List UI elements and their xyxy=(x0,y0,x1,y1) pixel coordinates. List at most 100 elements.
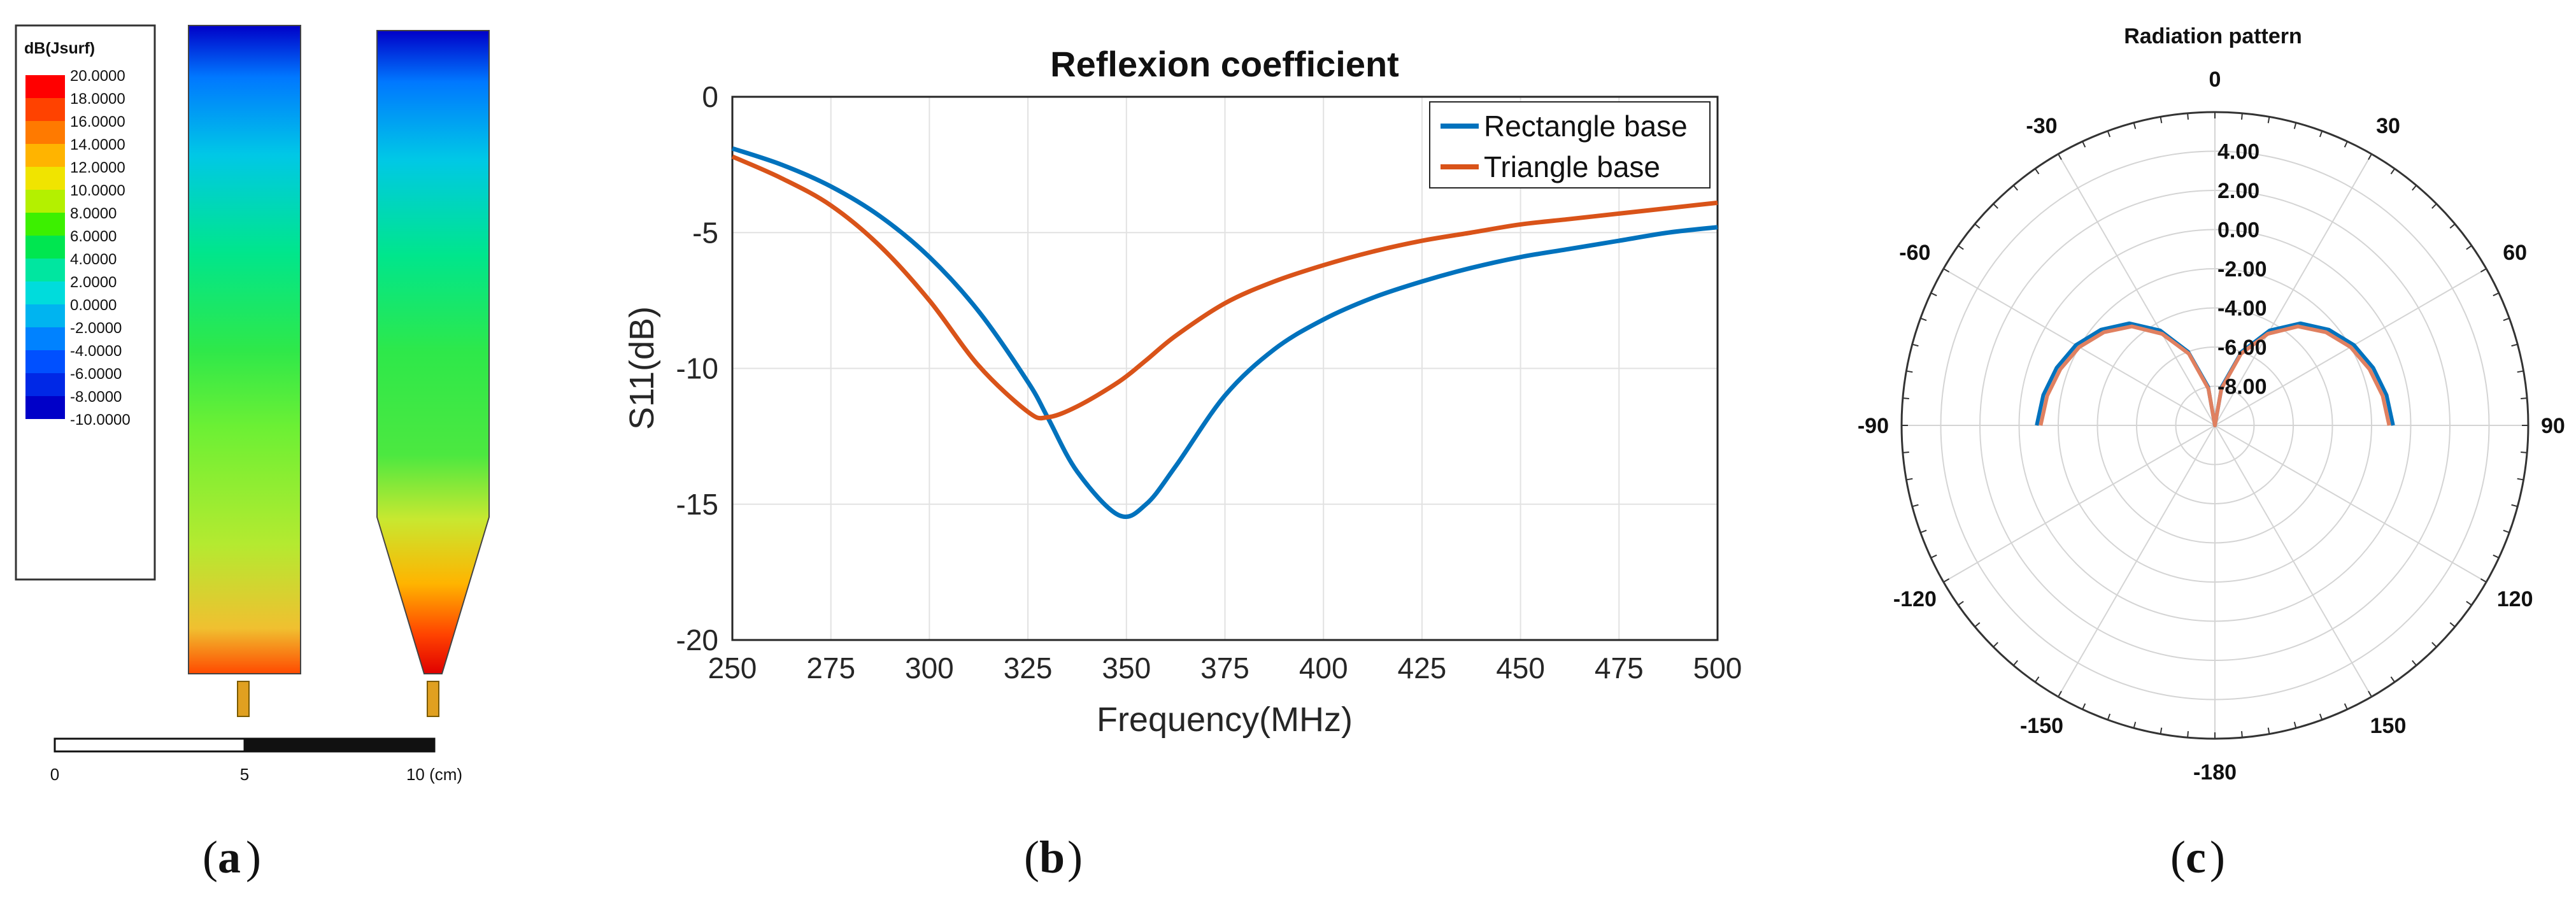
colorbar-swatch xyxy=(25,327,65,350)
polar-tick xyxy=(2058,690,2062,697)
polar-tick xyxy=(2344,141,2348,148)
y-tick-label: 0 xyxy=(702,80,718,113)
polar-tick xyxy=(2390,168,2396,174)
colorbar-swatches xyxy=(25,75,65,419)
polar-angle-label: 60 xyxy=(2503,241,2527,265)
polar-tick xyxy=(2431,203,2437,209)
polar-tick xyxy=(1920,529,1927,534)
colorbar-swatch xyxy=(25,121,65,144)
x-tick-label: 400 xyxy=(1299,651,1348,685)
polar-tick xyxy=(2107,713,2111,720)
polar-angle-label: 150 xyxy=(2370,714,2407,738)
polar-angle-label: -180 xyxy=(2193,760,2237,785)
legend-label-triangle: Triangle base xyxy=(1484,150,1660,183)
colorbar-labels: 20.0000 18.0000 16.0000 14.0000 12.0000 10.00… xyxy=(70,68,131,429)
colorbar-swatch xyxy=(25,144,65,167)
chart-b-title: Reflexion coefficient xyxy=(1050,44,1399,84)
x-tick-label: 325 xyxy=(1004,651,1053,685)
legend-label-rectangle: Rectangle base xyxy=(1484,110,1688,143)
polar-angle-label: -30 xyxy=(2026,114,2057,138)
polar-angle-label: -90 xyxy=(1858,414,1889,438)
polar-tick xyxy=(1943,578,1950,583)
colorbar-label: 16.0000 xyxy=(70,113,125,131)
polar-tick xyxy=(2503,529,2510,534)
polar-tick xyxy=(2267,117,2270,124)
colorbar-label: -6.0000 xyxy=(70,366,122,383)
legend-box xyxy=(1429,101,1711,188)
polar-tick xyxy=(2319,713,2323,720)
chart-b-legend: Rectangle base Triangle base xyxy=(1429,101,1711,188)
panel-a: dB(Jsurf) 20.0000 18.0000 16.0000 14.0000 12… xyxy=(15,24,490,883)
polar-angle-label: 90 xyxy=(2541,414,2565,438)
x-tick-label: 375 xyxy=(1200,651,1249,685)
series-line-triangle-base xyxy=(731,154,1718,421)
polar-radial-label: 4.00 xyxy=(2217,140,2259,164)
polar-spoke xyxy=(2214,425,2487,583)
chart-b-series xyxy=(731,146,1718,520)
colorbar-label: 18.0000 xyxy=(70,90,125,108)
colorbar-label: 8.0000 xyxy=(70,205,117,222)
polar-radial-label: -2.00 xyxy=(2217,257,2267,281)
polar-tick xyxy=(1958,601,1964,606)
colorbar-label: 12.0000 xyxy=(70,159,125,176)
polar-tick xyxy=(2521,397,2528,399)
svg-text:(: ( xyxy=(203,832,218,883)
polar-angle-label: -120 xyxy=(1893,587,1937,611)
colorbar-label: -2.0000 xyxy=(70,320,122,337)
polar-tick xyxy=(1974,622,1981,628)
chart-b-xlabel: Frequency(MHz) xyxy=(1097,700,1353,739)
antenna-rectangle-feed xyxy=(237,681,250,717)
polar-tick xyxy=(2493,292,2500,297)
chart-c-radial-labels: 4.00 2.00 0.00 -2.00 -4.00 -6.00 -8.00 xyxy=(2217,140,2267,399)
polar-tick xyxy=(2058,153,2062,160)
colorbar-title: dB(Jsurf) xyxy=(24,39,95,57)
polar-spoke xyxy=(2058,425,2216,697)
polar-tick xyxy=(2517,478,2524,481)
colorbar-label: 10.0000 xyxy=(70,182,125,199)
x-tick-label: 475 xyxy=(1595,651,1644,685)
scale-bar-white xyxy=(53,737,246,753)
polar-spoke xyxy=(1943,425,2216,583)
chart-c-grid xyxy=(1900,111,2530,740)
svg-text:(: ( xyxy=(2170,832,2186,883)
polar-tick xyxy=(1920,317,1927,322)
polar-tick xyxy=(1912,343,1919,347)
polar-angle-label: -150 xyxy=(2020,714,2063,738)
colorbar-swatch xyxy=(25,281,65,304)
polar-tick xyxy=(2390,676,2396,683)
polar-tick xyxy=(2368,690,2372,697)
colorbar-label: 2.0000 xyxy=(70,274,117,291)
polar-tick xyxy=(2480,578,2487,583)
colorbar-label: -8.0000 xyxy=(70,388,122,406)
y-tick-label: -5 xyxy=(692,216,718,249)
polar-radial-label: -6.00 xyxy=(2217,336,2267,360)
polar-series-triangle-base xyxy=(2039,324,2391,427)
polar-tick xyxy=(2466,601,2472,606)
colorbar-swatch xyxy=(25,350,65,373)
caption-c: ( c ) xyxy=(2170,832,2225,883)
polar-tick xyxy=(2412,185,2417,191)
scale-label-5: 5 xyxy=(240,765,249,784)
polar-tick xyxy=(2449,223,2456,229)
y-tick-label: -20 xyxy=(676,623,718,657)
colorbar-swatch xyxy=(25,98,65,121)
polar-tick xyxy=(1974,223,1981,229)
x-tick-label: 300 xyxy=(905,651,954,685)
svg-text:): ) xyxy=(246,832,261,883)
polar-tick xyxy=(1993,203,1998,209)
colorbar-swatch xyxy=(25,190,65,213)
x-tick-label: 500 xyxy=(1693,651,1742,685)
y-tick-label: -10 xyxy=(676,352,718,385)
svg-text:(: ( xyxy=(1024,832,1039,883)
polar-tick xyxy=(2503,317,2510,322)
polar-tick xyxy=(2319,131,2323,138)
polar-tick xyxy=(2133,122,2137,129)
chart-c-series xyxy=(2035,321,2395,427)
antenna-rectangle-base xyxy=(188,25,301,717)
polar-angle-label: 120 xyxy=(2497,587,2533,611)
polar-tick xyxy=(2012,660,2018,666)
svg-text:): ) xyxy=(2210,832,2225,883)
polar-radial-label: -8.00 xyxy=(2217,375,2267,399)
polar-radial-label: 0.00 xyxy=(2217,218,2259,243)
polar-tick xyxy=(1943,268,1950,273)
